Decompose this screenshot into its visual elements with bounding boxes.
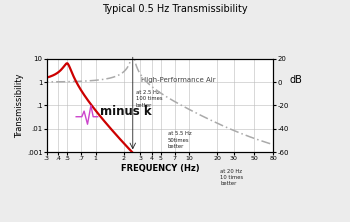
X-axis label: FREQUENCY (Hz): FREQUENCY (Hz): [121, 164, 199, 173]
Y-axis label: dB: dB: [290, 75, 302, 85]
Text: Typical 0.5 Hz Transmissibility: Typical 0.5 Hz Transmissibility: [102, 4, 248, 14]
Y-axis label: Transmissibility: Transmissibility: [15, 73, 24, 138]
Text: at 20 Hz
10 times
better: at 20 Hz 10 times better: [220, 169, 244, 186]
Text: High-Performance Air: High-Performance Air: [141, 77, 216, 83]
Text: at 2.5 Hz
100 times
better: at 2.5 Hz 100 times better: [136, 90, 162, 108]
Text: minus k: minus k: [100, 105, 152, 118]
Text: at 5.5 Hz
50times
better: at 5.5 Hz 50times better: [168, 131, 191, 149]
